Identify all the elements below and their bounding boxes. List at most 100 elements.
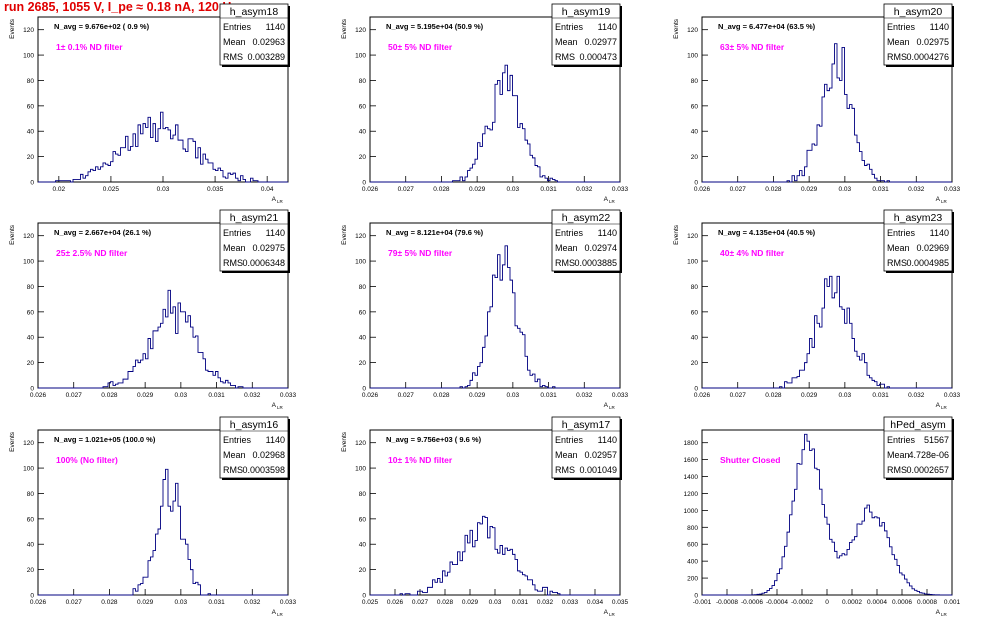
x-tick-label: 0.0006	[892, 599, 912, 606]
y-tick-label: 60	[27, 103, 35, 110]
x-tick-label: 0.031	[208, 392, 225, 399]
y-tick-label: 20	[27, 360, 35, 367]
stats-mean-value: 0.02957	[584, 450, 617, 460]
x-tick-label: 0.028	[437, 599, 454, 606]
stats-box	[219, 416, 289, 479]
n-avg-label: N_avg = 2.667e+04 (26.1 %)	[54, 228, 152, 237]
x-axis-label: A	[604, 402, 609, 409]
x-axis-label: A	[936, 196, 941, 203]
stats-rms-label: RMS	[887, 258, 907, 268]
n-avg-label: N_avg = 6.477e+04 (63.5 %)	[718, 22, 816, 31]
histogram-name: h_asym22	[562, 212, 611, 224]
x-tick-label: 0.029	[801, 186, 818, 193]
x-tick-label: 0.0004	[867, 599, 887, 606]
n-avg-label: N_avg = 5.195e+04 (50.9 %)	[386, 22, 484, 31]
x-tick-label: 0.026	[694, 186, 711, 193]
stats-mean-value: 0.02975	[252, 243, 285, 253]
x-tick-label: 0.03	[157, 186, 170, 193]
stats-rms-value: 0.000473	[579, 52, 617, 62]
stats-box	[551, 209, 621, 272]
histogram-line	[702, 433, 953, 596]
stats-rms-label: RMS	[223, 465, 243, 475]
y-tick-label: 100	[23, 466, 34, 473]
y-tick-label: 600	[687, 542, 698, 549]
x-tick-label: 0.03	[489, 599, 502, 606]
histogram-panel-h_asym18: 0 20 40 60 80 100 120 0.02 0.025 0.03 0.035 0.04 Eve…	[9, 3, 290, 204]
x-tick-label: 0.029	[137, 392, 154, 399]
stats-rms-label: RMS	[555, 258, 575, 268]
x-tick-label: 0.028	[433, 186, 450, 193]
x-tick-label: 0.028	[765, 186, 782, 193]
y-tick-label: 80	[27, 78, 35, 85]
y-tick-label: 100	[687, 53, 698, 60]
x-tick-label: 0.029	[801, 392, 818, 399]
x-tick-label: 0.026	[30, 599, 47, 606]
x-tick-label: 0.032	[244, 392, 261, 399]
x-tick-label: 0.032	[908, 186, 925, 193]
x-tick-label: 0.028	[433, 392, 450, 399]
histogram-name: h_asym17	[562, 419, 611, 431]
y-tick-label: 1000	[684, 508, 699, 515]
filter-label: 100% (No filter)	[56, 455, 118, 465]
filter-label: 50± 5% ND filter	[388, 42, 453, 52]
histogram-line	[370, 64, 620, 183]
x-tick-label: 0.026	[694, 392, 711, 399]
stats-rms-value: 0.0004276	[906, 52, 949, 62]
y-tick-label: 20	[359, 567, 367, 574]
y-tick-label: 120	[687, 233, 698, 240]
histogram-panel-h_asym21: 0 20 40 60 80 100 120 0.026 0.027 0.028 0.029 0.03 0…	[9, 209, 297, 410]
x-axis-label-subscript: LR	[277, 199, 284, 204]
x-tick-label: 0.033	[944, 186, 961, 193]
histogram-panel-h_asym20: 0 20 40 60 80 100 120 0.026 0.027 0.028 0.029 0.03 0…	[673, 3, 961, 204]
stats-rms-label: RMS	[223, 52, 243, 62]
histogram-line	[702, 43, 952, 183]
y-axis-label: Events	[9, 18, 16, 39]
y-axis-label: Events	[341, 431, 348, 452]
y-tick-label: 200	[687, 576, 698, 583]
y-tick-label: 40	[359, 129, 367, 136]
x-tick-label: 0.033	[280, 599, 297, 606]
x-tick-label: 0.032	[576, 392, 593, 399]
x-tick-label: 0.031	[512, 599, 529, 606]
x-tick-label: 0.031	[540, 186, 557, 193]
x-tick-label: 0.028	[101, 392, 118, 399]
stats-entries-value: 1140	[266, 22, 285, 32]
stats-box	[551, 3, 621, 66]
histogram-name: h_asym23	[894, 212, 943, 224]
y-axis-label: Events	[673, 18, 680, 39]
x-axis-label: A	[604, 196, 609, 203]
x-axis-label: A	[936, 402, 941, 409]
histogram-panel-h_asym23: 0 20 40 60 80 100 120 0.026 0.027 0.028 0.029 0.03 0…	[673, 209, 961, 410]
x-tick-label: 0.033	[562, 599, 579, 606]
y-tick-label: 100	[355, 53, 366, 60]
stats-entries-value: 1140	[598, 22, 617, 32]
y-tick-label: 0	[362, 180, 366, 187]
x-tick-label: 0.031	[540, 392, 557, 399]
y-tick-label: 60	[691, 103, 699, 110]
x-tick-label: 0.001	[944, 599, 961, 606]
x-tick-label: 0.027	[66, 599, 83, 606]
x-tick-label: -0.0002	[791, 599, 813, 606]
x-tick-label: 0.027	[398, 392, 415, 399]
y-tick-label: 0	[694, 386, 698, 393]
n-avg-label: N_avg = 9.676e+02 ( 0.9 %)	[54, 22, 150, 31]
y-axis-label: Events	[9, 224, 16, 245]
plot-frame	[701, 222, 953, 389]
stats-mean-value: 0.02968	[252, 450, 285, 460]
plot-frame	[37, 222, 289, 389]
histogram-name: h_asym18	[230, 6, 279, 18]
filter-label: 25± 2.5% ND filter	[56, 248, 128, 258]
x-tick-label: 0.035	[612, 599, 629, 606]
filter-label: 79± 5% ND filter	[388, 248, 453, 258]
stats-mean-value: 0.02969	[916, 243, 949, 253]
x-tick-label: 0.026	[362, 186, 379, 193]
x-axis-label: A	[272, 196, 277, 203]
stats-rms-label: RMS	[555, 465, 575, 475]
histogram-name: h_asym16	[230, 419, 279, 431]
y-tick-label: 60	[691, 309, 699, 316]
x-tick-label: 0.034	[587, 599, 604, 606]
x-axis-label-subscript: LR	[609, 612, 616, 617]
stats-box	[219, 3, 289, 66]
x-tick-label: 0.029	[469, 392, 486, 399]
y-tick-label: 80	[359, 78, 367, 85]
